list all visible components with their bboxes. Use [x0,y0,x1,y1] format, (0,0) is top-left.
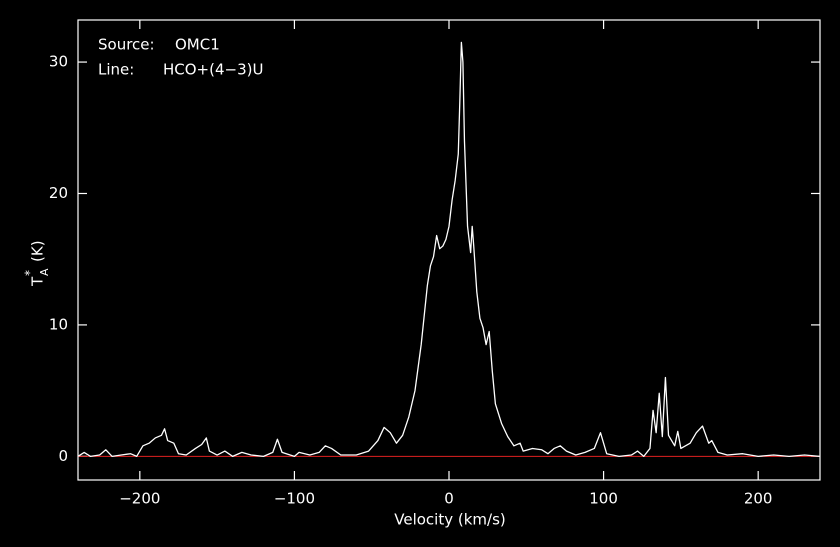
x-axis-label: Velocity (km/s) [394,511,505,529]
y-tick-label: 0 [58,447,68,465]
source-value: OMC1 [175,36,220,54]
y-label-sup: * [23,270,37,276]
x-tick-label: 100 [589,490,618,508]
y-tick-label: 30 [49,53,68,71]
y-label-main: T [29,276,47,287]
y-axis-label: T * A (K) [23,240,52,287]
y-tick-label: 10 [49,315,68,333]
spectrum-line [77,41,821,457]
y-label-sub: A [38,268,51,276]
x-tick-label: −200 [119,490,160,508]
y-tick-label: 20 [49,184,68,202]
x-tick-label: 200 [744,490,773,508]
source-label: Source: [98,36,155,54]
line-value: HCO+(4−3)U [163,61,263,79]
line-label: Line: [98,61,134,79]
x-tick-label: −100 [274,490,315,508]
x-tick-label: 0 [444,490,454,508]
y-label-unit: (K) [29,240,47,262]
